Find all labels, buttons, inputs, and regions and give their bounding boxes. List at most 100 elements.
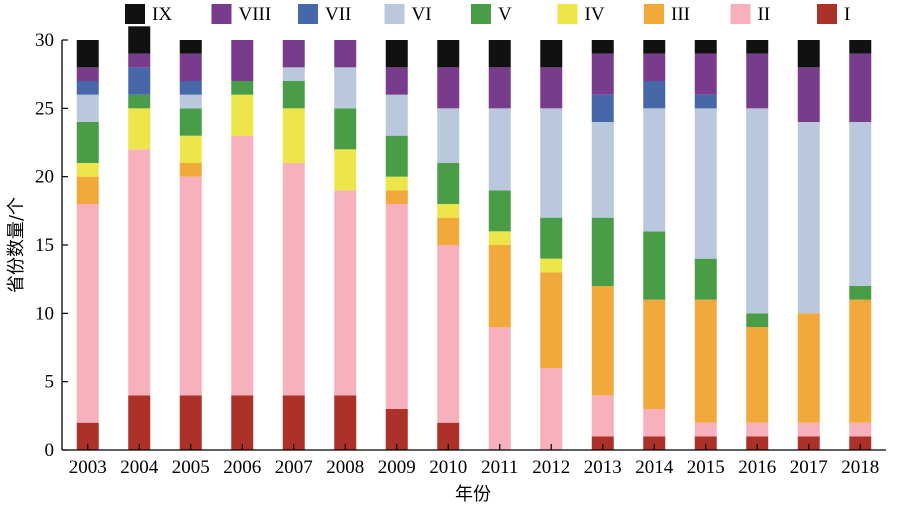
legend-label: VII	[325, 4, 351, 25]
bar-segment-VI-2010	[437, 108, 460, 163]
legend-item-IV: IV	[557, 4, 605, 25]
bar-segment-VIII-2010	[437, 67, 460, 109]
x-tick-label: 2003	[69, 457, 107, 478]
bar-segment-VIII-2004	[128, 53, 151, 68]
bar-segment-VIII-2014	[643, 53, 666, 81]
bar-segment-III-2012	[540, 272, 563, 368]
bar-segment-IX-2004	[128, 26, 151, 54]
legend-label: I	[844, 4, 850, 25]
bar-segment-VI-2015	[694, 108, 717, 259]
bar-segment-V-2009	[385, 135, 408, 177]
bar-segment-I-2009	[385, 409, 408, 450]
x-tick-label: 2015	[687, 457, 725, 478]
bar-segment-I-2003	[76, 422, 99, 450]
bar-segment-VIII-2017	[797, 67, 820, 122]
bar-segment-II-2005	[179, 176, 202, 396]
bar-segment-II-2008	[334, 190, 357, 396]
bar-segment-I-2016	[746, 436, 769, 450]
legend-item-IX: IX	[125, 4, 172, 25]
bar-segment-I-2015	[694, 436, 717, 450]
bar-segment-II-2003	[76, 204, 99, 423]
bar-segment-VI-2003	[76, 94, 99, 122]
bar-segment-VII-2004	[128, 67, 151, 95]
bar-segment-VIII-2018	[849, 53, 872, 122]
x-axis-title: 年份	[455, 484, 491, 505]
x-tick-label: 2011	[481, 457, 518, 478]
bar-segment-IV-2007	[282, 108, 305, 163]
bar-segment-VI-2016	[746, 108, 769, 314]
x-tick-label: 2009	[378, 457, 416, 478]
bar-segment-VII-2014	[643, 81, 666, 109]
bar-segment-II-2013	[591, 395, 614, 437]
legend-swatch	[557, 4, 578, 24]
bar-segment-IX-2018	[849, 40, 872, 54]
bar-segment-IV-2009	[385, 176, 408, 191]
bar-segment-IX-2003	[76, 40, 99, 68]
legend-item-VIII: VIII	[211, 4, 271, 25]
axes: 0 5 10 15 20 25 30 2003 2004 2005 2006 2007 2008 2009…	[35, 30, 886, 478]
bar-segment-IX-2012	[540, 40, 563, 68]
bar-segment-III-2016	[746, 327, 769, 423]
bar-segment-I-2004	[128, 395, 151, 450]
bar-segment-IV-2006	[231, 94, 254, 136]
bar-segment-II-2012	[540, 368, 563, 450]
x-tick-label: 2005	[172, 457, 210, 478]
y-tick-label: 0	[45, 440, 55, 461]
bar-segment-IV-2011	[488, 231, 511, 245]
x-tick-label: 2004	[120, 457, 159, 478]
x-tick-label: 2012	[532, 457, 570, 478]
bar-segment-VI-2011	[488, 108, 511, 191]
bar-segment-V-2010	[437, 163, 460, 204]
legend-label: II	[758, 4, 771, 25]
legend-swatch	[384, 4, 405, 24]
bar-segment-VIII-2009	[385, 67, 408, 95]
y-tick-label: 30	[35, 30, 54, 51]
bar-segment-I-2013	[591, 436, 614, 450]
bar-segment-VI-2009	[385, 94, 408, 136]
bar-segment-VIII-2013	[591, 53, 614, 95]
bar-segment-VII-2003	[76, 81, 99, 95]
x-tick-label: 2006	[223, 457, 261, 478]
bar-segment-III-2013	[591, 286, 614, 396]
bar-segment-I-2007	[282, 395, 305, 450]
bar-segment-IX-2016	[746, 40, 769, 54]
bar-segment-II-2009	[385, 204, 408, 409]
bar-segment-V-2013	[591, 217, 614, 286]
bar-segment-V-2011	[488, 190, 511, 232]
x-tick-label: 2016	[738, 457, 776, 478]
x-tick-label: 2010	[429, 457, 467, 478]
bar-segment-IX-2009	[385, 40, 408, 68]
bar-segment-III-2015	[694, 299, 717, 423]
bar-segment-V-2004	[128, 94, 151, 109]
bar-segment-IV-2004	[128, 108, 151, 150]
bar-segment-V-2003	[76, 122, 99, 163]
bar-segment-V-2008	[334, 108, 357, 150]
bar-segment-VI-2008	[334, 67, 357, 109]
bar-segment-I-2010	[437, 422, 460, 450]
legend-swatch	[298, 4, 318, 24]
y-tick-label: 25	[35, 98, 54, 119]
bar-segment-III-2009	[385, 190, 408, 204]
bar-segment-V-2006	[231, 81, 254, 95]
bar-segment-VI-2017	[797, 122, 820, 314]
bar-segment-VI-2012	[540, 108, 563, 218]
y-tick-label: 20	[35, 167, 54, 188]
bar-segment-II-2016	[746, 422, 769, 437]
bar-segment-V-2018	[849, 286, 872, 300]
y-tick-label: 5	[45, 372, 55, 393]
bar-segment-VII-2005	[179, 81, 202, 95]
bar-segment-II-2018	[849, 422, 872, 437]
bar-segment-VI-2007	[282, 67, 305, 81]
bar-segment-VIII-2012	[540, 67, 563, 109]
x-tick-label: 2008	[326, 457, 364, 478]
bar-segment-III-2018	[849, 299, 872, 423]
bar-segment-IV-2010	[437, 204, 460, 218]
bar-segment-V-2005	[179, 108, 202, 136]
y-tick-label: 15	[35, 235, 54, 256]
bar-segment-V-2012	[540, 217, 563, 259]
bar-segment-VIII-2007	[282, 40, 305, 68]
bar-segment-III-2005	[179, 163, 202, 177]
bar-segment-II-2014	[643, 409, 666, 437]
bar-segment-IX-2015	[694, 40, 717, 54]
